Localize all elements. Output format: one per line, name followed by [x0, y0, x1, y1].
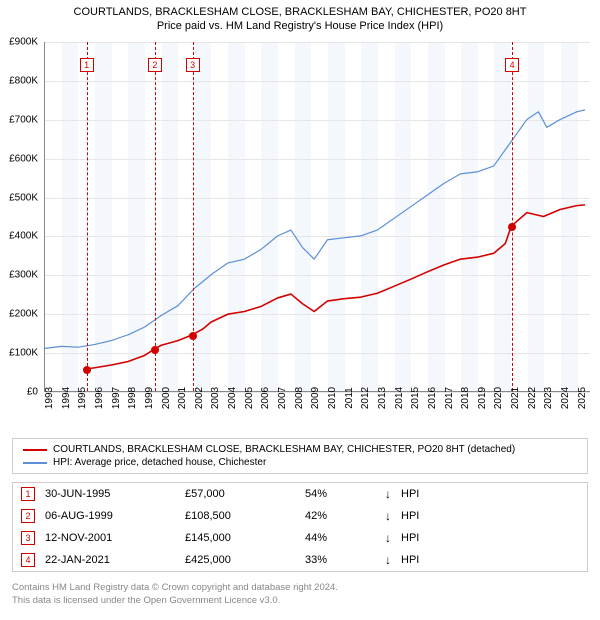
y-axis: £0£100K£200K£300K£400K£500K£600K£700K£80… [0, 42, 44, 392]
row-suffix: HPI [401, 532, 419, 544]
x-tick-label: 2008 [294, 387, 305, 409]
x-tick-label: 2005 [244, 387, 255, 409]
legend-item: HPI: Average price, detached house, Chic… [23, 456, 577, 469]
chart-container: COURTLANDS, BRACKLESHAM CLOSE, BRACKLESH… [0, 0, 600, 620]
x-tick-label: 2003 [210, 387, 221, 409]
legend-label: HPI: Average price, detached house, Chic… [53, 457, 266, 468]
chart-lines-svg [45, 42, 590, 391]
y-tick-label: £900K [9, 37, 38, 48]
x-tick-label: 1994 [61, 387, 72, 409]
marker-dot-2 [151, 346, 159, 354]
footer-line-1: Contains HM Land Registry data © Crown c… [12, 582, 588, 595]
y-tick-label: £100K [9, 348, 38, 359]
row-marker: 4 [21, 553, 35, 567]
x-tick-label: 2025 [577, 387, 588, 409]
marker-dot-4 [508, 223, 516, 231]
down-arrow-icon: ↓ [385, 509, 391, 523]
y-tick-label: £700K [9, 114, 38, 125]
x-tick-label: 1999 [144, 387, 155, 409]
row-suffix: HPI [401, 488, 419, 500]
y-tick-label: £500K [9, 192, 38, 203]
x-tick-label: 2000 [161, 387, 172, 409]
legend-swatch [23, 462, 47, 464]
marker-dot-1 [83, 366, 91, 374]
down-arrow-icon: ↓ [385, 553, 391, 567]
x-tick-label: 2004 [227, 387, 238, 409]
row-marker: 1 [21, 487, 35, 501]
marker-box-1: 1 [80, 58, 94, 72]
series-hpi [45, 110, 585, 348]
row-price: £425,000 [185, 554, 295, 566]
x-tick-label: 2020 [493, 387, 504, 409]
table-row: 3 12-NOV-2001 £145,000 44% ↓ HPI [13, 527, 587, 549]
legend: COURTLANDS, BRACKLESHAM CLOSE, BRACKLESH… [12, 438, 588, 474]
row-pct: 44% [305, 532, 375, 544]
plot-area: 1 2 3 4 [44, 42, 590, 392]
x-tick-label: 2024 [560, 387, 571, 409]
x-tick-label: 2014 [394, 387, 405, 409]
y-tick-label: £200K [9, 309, 38, 320]
y-tick-label: £0 [27, 387, 38, 398]
x-tick-label: 1998 [127, 387, 138, 409]
x-tick-label: 2016 [427, 387, 438, 409]
y-tick-label: £800K [9, 75, 38, 86]
row-suffix: HPI [401, 554, 419, 566]
row-marker: 3 [21, 531, 35, 545]
x-tick-label: 1995 [77, 387, 88, 409]
marker-box-4: 4 [505, 58, 519, 72]
x-tick-label: 2007 [277, 387, 288, 409]
x-tick-label: 2018 [460, 387, 471, 409]
table-row: 4 22-JAN-2021 £425,000 33% ↓ HPI [13, 549, 587, 571]
x-tick-label: 1996 [94, 387, 105, 409]
x-tick-label: 2010 [327, 387, 338, 409]
x-tick-label: 2022 [527, 387, 538, 409]
x-tick-label: 2001 [177, 387, 188, 409]
marker-dot-3 [189, 332, 197, 340]
chart-title: COURTLANDS, BRACKLESHAM CLOSE, BRACKLESH… [0, 0, 600, 18]
x-tick-label: 2013 [377, 387, 388, 409]
y-tick-label: £300K [9, 270, 38, 281]
x-tick-label: 2009 [310, 387, 321, 409]
y-tick-label: £600K [9, 153, 38, 164]
x-tick-label: 2012 [360, 387, 371, 409]
row-pct: 42% [305, 510, 375, 522]
row-date: 12-NOV-2001 [45, 532, 175, 544]
x-tick-label: 2019 [477, 387, 488, 409]
table-row: 1 30-JUN-1995 £57,000 54% ↓ HPI [13, 483, 587, 505]
x-tick-label: 2021 [510, 387, 521, 409]
row-suffix: HPI [401, 510, 419, 522]
table-row: 2 06-AUG-1999 £108,500 42% ↓ HPI [13, 505, 587, 527]
row-marker: 2 [21, 509, 35, 523]
footer-line-2: This data is licensed under the Open Gov… [12, 595, 588, 608]
row-date: 06-AUG-1999 [45, 510, 175, 522]
x-tick-label: 2015 [410, 387, 421, 409]
row-date: 22-JAN-2021 [45, 554, 175, 566]
row-date: 30-JUN-1995 [45, 488, 175, 500]
x-tick-label: 2002 [194, 387, 205, 409]
marker-table: 1 30-JUN-1995 £57,000 54% ↓ HPI 2 06-AUG-1999 £1… [12, 482, 588, 572]
chart-subtitle: Price paid vs. HM Land Registry's House … [0, 18, 600, 32]
row-pct: 33% [305, 554, 375, 566]
legend-swatch [23, 449, 47, 451]
down-arrow-icon: ↓ [385, 487, 391, 501]
legend-item: COURTLANDS, BRACKLESHAM CLOSE, BRACKLESH… [23, 443, 577, 456]
x-tick-label: 2006 [260, 387, 271, 409]
x-tick-label: 1997 [111, 387, 122, 409]
x-tick-label: 2011 [344, 387, 355, 409]
down-arrow-icon: ↓ [385, 531, 391, 545]
marker-box-3: 3 [186, 58, 200, 72]
marker-box-2: 2 [148, 58, 162, 72]
footer-attribution: Contains HM Land Registry data © Crown c… [12, 582, 588, 608]
row-price: £145,000 [185, 532, 295, 544]
row-price: £57,000 [185, 488, 295, 500]
x-tick-label: 2023 [543, 387, 554, 409]
row-pct: 54% [305, 488, 375, 500]
row-price: £108,500 [185, 510, 295, 522]
legend-label: COURTLANDS, BRACKLESHAM CLOSE, BRACKLESH… [53, 444, 515, 455]
y-tick-label: £400K [9, 231, 38, 242]
x-axis: 1993199419951996199719981999200020012002… [44, 392, 590, 438]
x-tick-label: 1993 [44, 387, 55, 409]
x-tick-label: 2017 [444, 387, 455, 409]
